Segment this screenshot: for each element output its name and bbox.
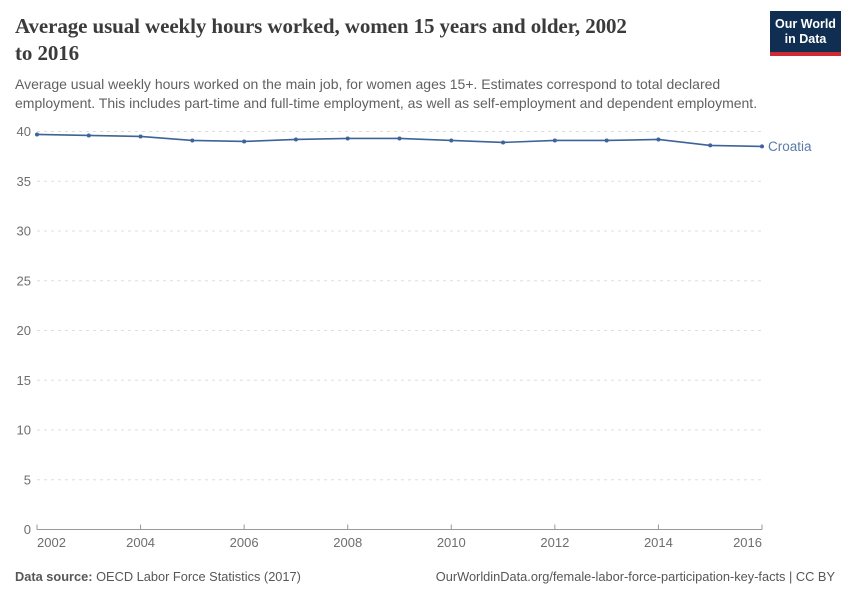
x-tick-label: 2004 [126, 535, 155, 550]
y-tick-label: 20 [17, 323, 31, 338]
owid-logo[interactable]: Our World in Data [770, 11, 841, 56]
chart-title: Average usual weekly hours worked, women… [15, 13, 750, 67]
x-tick-label: 2010 [437, 535, 466, 550]
y-tick-label: 35 [17, 174, 31, 189]
data-point [86, 133, 91, 138]
data-point [760, 144, 764, 149]
data-source: Data source: OECD Labor Force Statistics… [15, 569, 301, 584]
owid-url-link[interactable]: OurWorldinData.org/female-labor-force-pa… [435, 569, 835, 584]
data-point [708, 143, 713, 148]
owid-logo-line2: in Data [784, 32, 827, 46]
y-tick-label: 5 [24, 472, 31, 487]
y-tick-label: 10 [17, 423, 31, 438]
chart-subtitle-line2: employment. This includes part-time and … [15, 94, 758, 111]
x-tick-label: 2006 [230, 535, 259, 550]
data-point [501, 140, 506, 145]
chart-subtitle: Average usual weekly hours worked on the… [15, 75, 805, 112]
data-point [35, 132, 39, 137]
y-tick-label: 15 [17, 373, 31, 388]
chart-title-line2: to 2016 [15, 41, 80, 65]
chart-title-line1: Average usual weekly hours worked, women… [15, 14, 627, 38]
y-tick-label: 30 [17, 224, 31, 239]
data-point [552, 138, 557, 143]
data-point [449, 138, 454, 143]
x-tick-label: 2002 [37, 535, 66, 550]
data-point [190, 138, 195, 143]
data-point [656, 137, 661, 142]
x-tick-label: 2016 [733, 535, 762, 550]
y-tick-label: 40 [17, 124, 31, 139]
data-point [242, 139, 247, 144]
data-source-text: OECD Labor Force Statistics (2017) [96, 569, 301, 584]
x-tick-label: 2012 [540, 535, 569, 550]
data-point [345, 136, 350, 141]
data-point [397, 136, 402, 141]
data-point [293, 137, 298, 142]
data-source-label: Data source: [15, 569, 93, 584]
chart-subtitle-line1: Average usual weekly hours worked on the… [15, 76, 721, 92]
data-point [604, 138, 609, 143]
chart-footer: Data source: OECD Labor Force Statistics… [15, 569, 835, 584]
y-tick-label: 0 [24, 522, 31, 537]
series-label: Croatia [768, 139, 812, 154]
owid-logo-line1: Our World [775, 17, 836, 31]
x-tick-label: 2008 [333, 535, 362, 550]
y-tick-label: 25 [17, 273, 31, 288]
x-tick-label: 2014 [644, 535, 673, 550]
data-point [138, 134, 143, 139]
